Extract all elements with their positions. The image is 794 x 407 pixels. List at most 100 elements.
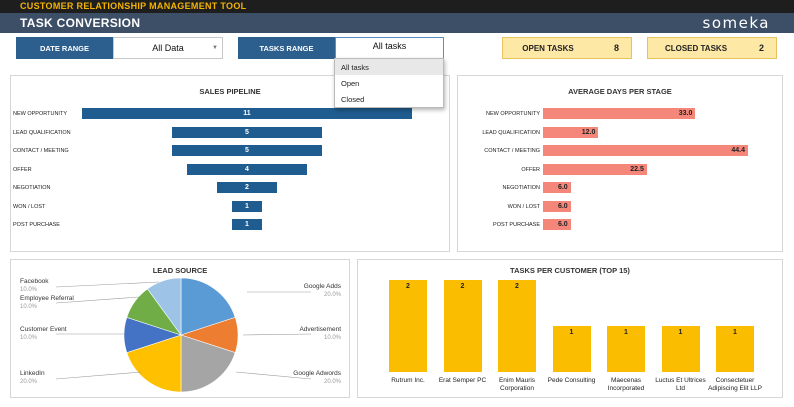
open-tasks-card: OPEN TASKS 8 <box>502 37 632 59</box>
app-title: CUSTOMER RELATIONSHIP MANAGEMENT TOOL <box>20 1 247 11</box>
days-category-label: POST PURCHASE <box>493 222 540 228</box>
pie-slice-percent: 10.0% <box>323 335 341 341</box>
pie-slice-label: LinkedIn 20.0% <box>20 370 45 386</box>
pie-slice-percent: 20.0% <box>20 379 38 385</box>
dropdown-option-closed[interactable]: Closed <box>341 94 365 104</box>
customer-bar: 1 <box>716 326 754 372</box>
lead-source-title: LEAD SOURCE <box>152 266 208 275</box>
tasks-range-select[interactable]: All tasks <box>335 37 444 59</box>
pipeline-category-label: WON / LOST <box>13 203 46 210</box>
days-row: NEW OPPORTUNITY 33.0 <box>458 108 782 120</box>
customer-bar: 1 <box>661 326 700 372</box>
days-row: WON / LOST 6.0 <box>458 200 782 213</box>
days-category-label: WON / LOST <box>507 203 540 210</box>
pie-slice-label: Facebook 10.0% <box>20 278 49 294</box>
date-range-select[interactable]: All Data ▼ <box>113 37 223 59</box>
customer-category-label: Consectetuer Adipiscing Elit LLP <box>708 377 762 392</box>
pie-slice-name: Employee Referral <box>20 295 74 302</box>
pie-slice <box>147 277 182 336</box>
pipeline-bar: 1 <box>232 219 262 230</box>
customer-category-label: Erat Semper PC <box>438 377 487 384</box>
pie-slice-percent: 20.0% <box>323 379 341 385</box>
lead-source-panel: LEAD SOURCE Google Adds 20.0% Advertisemen… <box>10 259 350 398</box>
pie-slice <box>126 334 182 393</box>
pie-slice-percent: 20.0% <box>323 292 341 298</box>
pie-slice-name: Google Adds <box>303 283 341 290</box>
days-value-label: 6.0 <box>557 202 568 210</box>
customer-value-label: 1 <box>569 329 574 336</box>
pipeline-category-label: CONTACT / MEETING <box>13 148 69 154</box>
customer-bar: 1 <box>552 326 591 372</box>
days-category-label: CONTACT / MEETING <box>484 148 540 154</box>
pie-leader-line <box>55 296 140 304</box>
pie-slice-label: Google Adds 20.0% <box>304 283 341 299</box>
customer-value-label: 2 <box>515 283 519 290</box>
customer-bar: 2 <box>389 280 427 372</box>
page-header-bar: TASK CONVERSION someka <box>0 13 794 33</box>
customer-bar: 2 <box>443 280 482 372</box>
customer-bar: 2 <box>498 280 536 372</box>
pipeline-category-label: POST PURCHASE <box>13 222 60 228</box>
closed-tasks-value: 2 <box>758 43 764 53</box>
customer-category-label: Enim Mauris Corporation <box>498 377 536 392</box>
customer-value-label: 1 <box>678 329 683 336</box>
pie-slice <box>180 277 236 336</box>
avg-days-title: AVERAGE DAYS PER STAGE <box>568 87 672 96</box>
pie-leader-line <box>235 371 312 380</box>
closed-tasks-card: CLOSED TASKS 2 <box>647 37 777 59</box>
pipeline-bar: 11 <box>82 108 412 119</box>
days-category-label: LEAD QUALIFICATION <box>482 129 540 136</box>
dropdown-option-open[interactable]: Open <box>341 78 360 88</box>
pie-slice-percent: 10.0% <box>20 304 38 310</box>
days-category-label: NEGOTIATION <box>502 185 540 191</box>
lead-source-pie <box>55 277 312 393</box>
days-bar: 6.0 <box>543 182 571 193</box>
days-value-label: 12.0 <box>581 128 596 136</box>
pipeline-category-label: OFFER <box>13 166 32 173</box>
pie-slice-name: LinkedIn <box>20 370 45 377</box>
pipeline-value-label: 11 <box>243 110 251 117</box>
pie-slice-label: Google Adwords 20.0% <box>293 370 341 386</box>
chevron-down-icon[interactable]: ▼ <box>212 45 218 51</box>
pie-slice-label: Employee Referral 10.0% <box>20 295 74 311</box>
pipeline-bar: 4 <box>187 163 307 175</box>
pipeline-value-label: 1 <box>245 221 249 228</box>
pie-slice-label: Customer Event 10.0% <box>20 326 67 342</box>
customer-category-label: Pede Consulting <box>547 377 596 384</box>
pipeline-category-label: LEAD QUALIFICATION <box>13 129 71 136</box>
customer-category-label: Luctus Et Ultrices Ltd <box>655 377 706 392</box>
closed-tasks-label: CLOSED TASKS <box>664 44 728 53</box>
days-value-label: 6.0 <box>557 184 568 191</box>
customer-category-label: Maecenas Incorporated <box>607 377 645 392</box>
pipeline-row: OFFER 4 <box>11 163 449 176</box>
customer-value-label: 1 <box>733 329 737 336</box>
days-bar: 22.5 <box>543 163 647 175</box>
tasks-range-dropdown: All tasks Open Closed <box>334 58 444 108</box>
pipeline-value-label: 2 <box>245 184 249 191</box>
days-value-label: 22.5 <box>630 165 644 173</box>
pipeline-category-label: NEW OPPORTUNITY <box>13 111 67 117</box>
pie-slice-percent: 10.0% <box>20 287 38 293</box>
tasks-per-customer-title: TASKS PER CUSTOMER (TOP 15) <box>510 266 630 275</box>
customer-bar: 1 <box>607 326 645 372</box>
pie-slice-name: Facebook <box>20 278 49 285</box>
pie-slice-name: Customer Event <box>20 326 67 333</box>
pie-slice <box>180 334 236 393</box>
customer-value-label: 1 <box>624 329 628 336</box>
days-bar: 33.0 <box>543 108 696 119</box>
days-row: POST PURCHASE 6.0 <box>458 219 782 231</box>
days-category-label: OFFER <box>521 166 540 173</box>
brand-logo: someka <box>702 14 770 32</box>
days-row: CONTACT / MEETING 44.4 <box>458 145 782 157</box>
pipeline-row: LEAD QUALIFICATION 5 <box>11 126 449 139</box>
days-bar: 6.0 <box>543 219 571 230</box>
pie-slice-name: Advertisement <box>299 326 341 333</box>
days-bar: 12.0 <box>543 126 599 138</box>
pie-slice-label: Advertisement 10.0% <box>299 326 341 342</box>
days-value-label: 6.0 <box>557 221 568 228</box>
tasks-per-customer-panel: TASKS PER CUSTOMER (TOP 15) 2 Rutrum Inc.… <box>357 259 783 398</box>
pipeline-value-label: 4 <box>245 165 249 173</box>
dropdown-option-all-tasks[interactable]: All tasks <box>335 59 443 75</box>
open-tasks-label: OPEN TASKS <box>522 44 574 53</box>
days-category-label: NEW OPPORTUNITY <box>486 111 540 117</box>
